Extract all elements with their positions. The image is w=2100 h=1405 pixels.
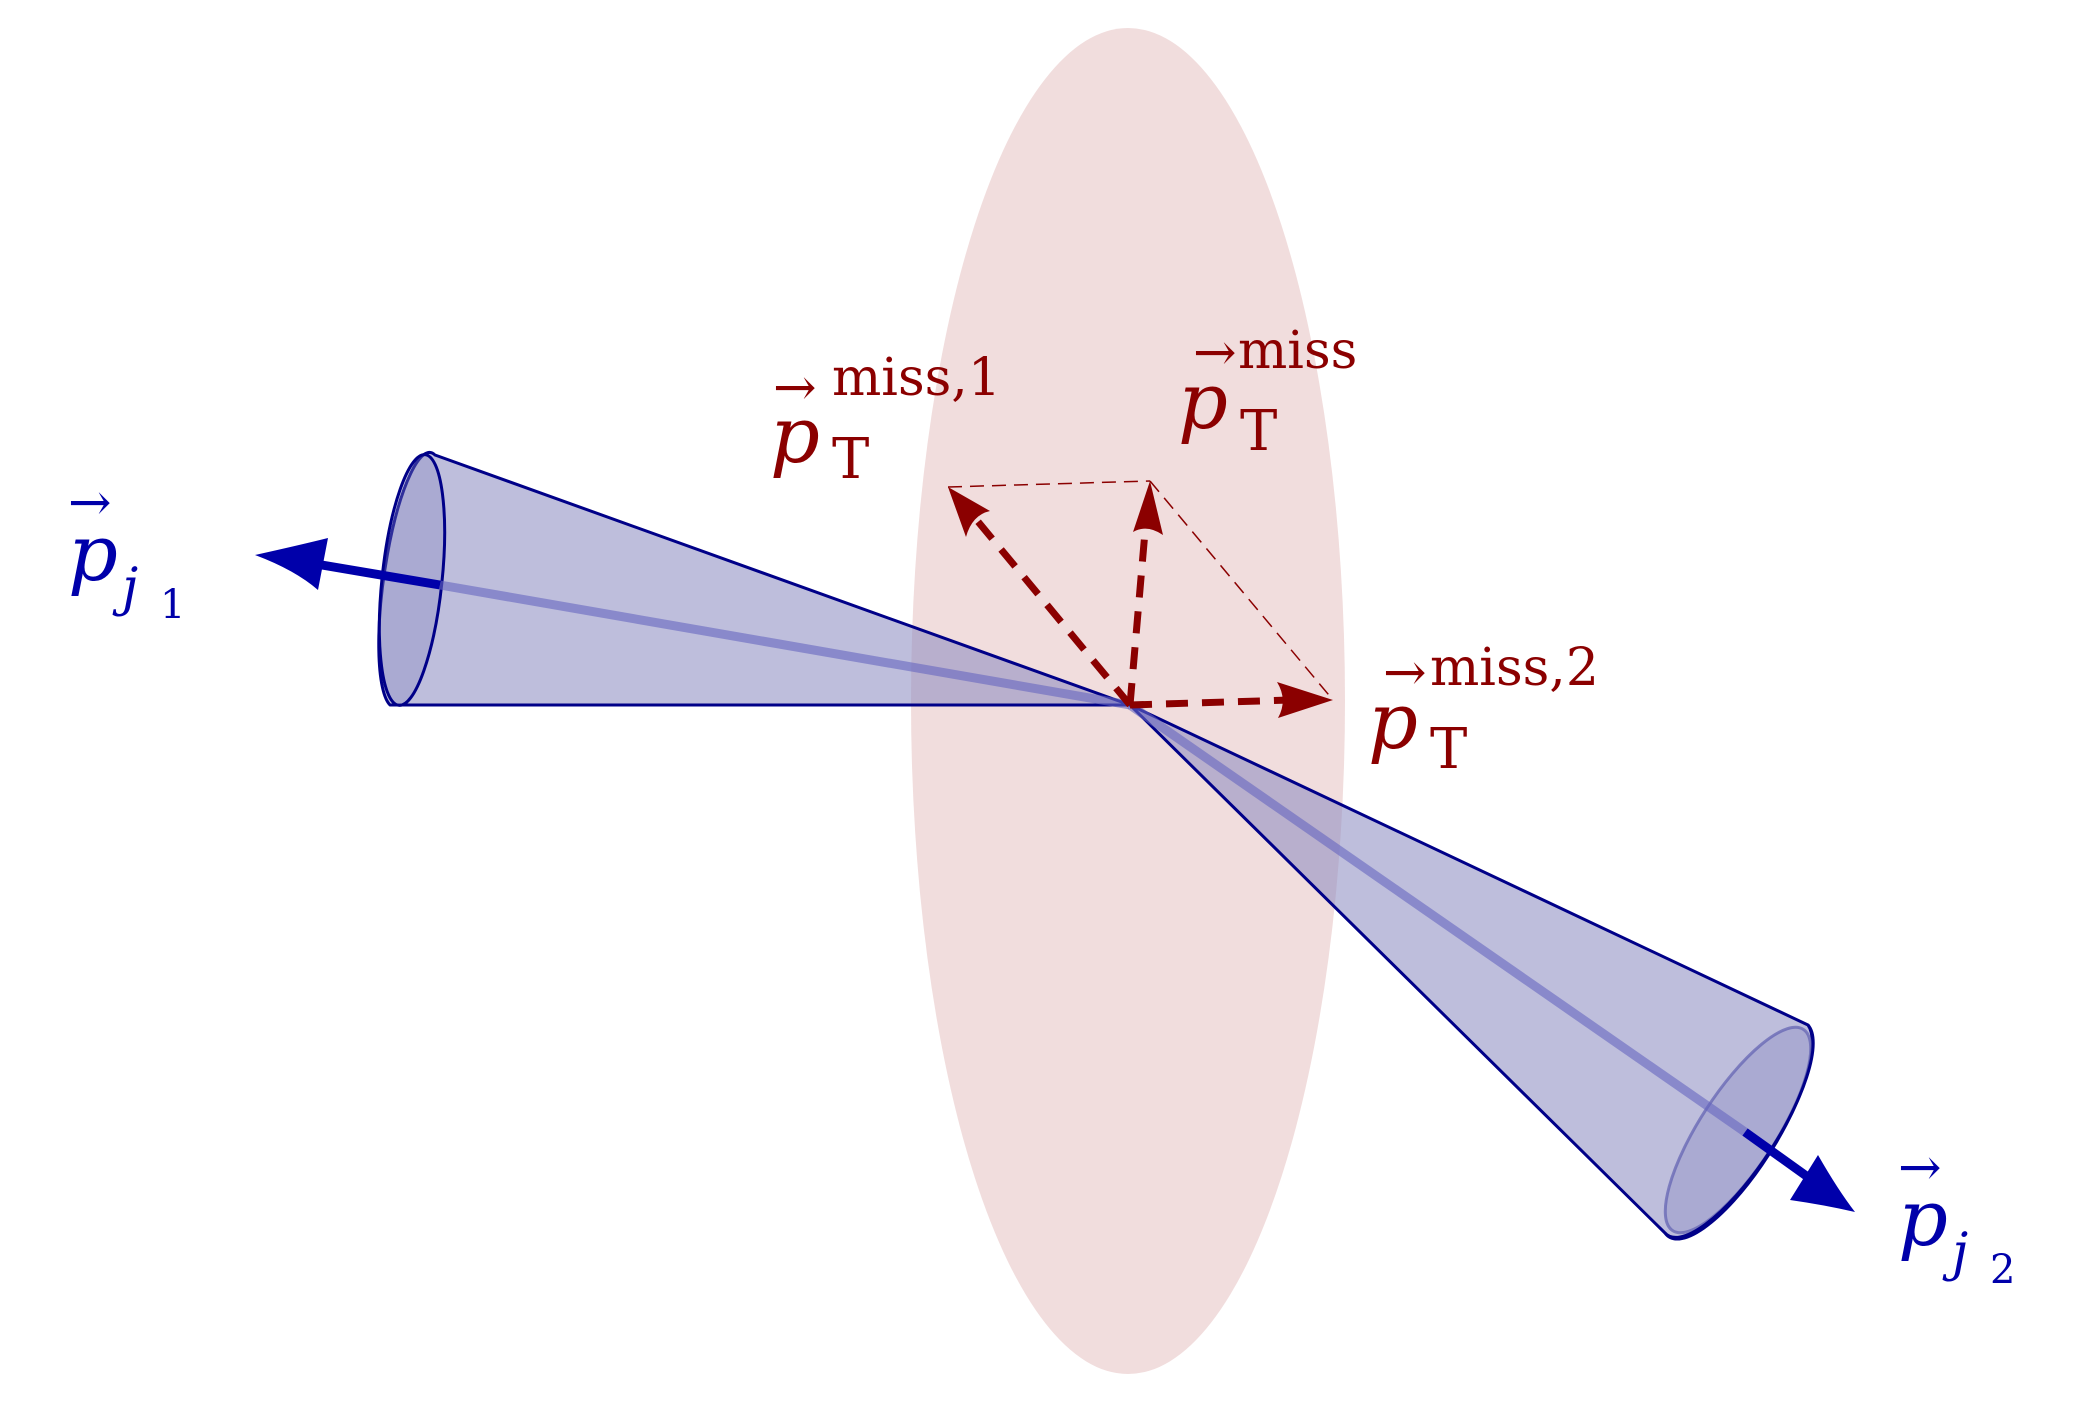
met-component-2-label: → p T miss,2 [1368,638,1599,782]
jet-1-label: → p j 1 [68,473,185,628]
met-total-label-superscript: miss [1238,321,1357,381]
jet-1-momentum-arrowhead [255,538,328,590]
met-component-1-label-base: p [770,391,820,481]
met-component-1-label-superscript: miss,1 [832,348,1001,408]
jet-2-label-subscript-index: 2 [1990,1247,2015,1293]
jet-1-label-subscript-index: 1 [160,582,185,628]
jet-2-momentum-arrowhead [1790,1155,1855,1212]
met-component-2-label-superscript: miss,2 [1430,638,1599,698]
met-total-label-base: p [1178,357,1228,447]
met-component-2-label-subscript: T [1430,717,1467,782]
met-component-2-label-base: p [1368,677,1418,767]
jet-2-label: → p j 2 [1898,1138,2015,1293]
jet-1-label-base: p [68,509,118,599]
jet-2-label-base: p [1898,1174,1948,1264]
met-total-label-subscript: T [1240,399,1277,464]
met-component-1-label-subscript: T [832,427,869,492]
